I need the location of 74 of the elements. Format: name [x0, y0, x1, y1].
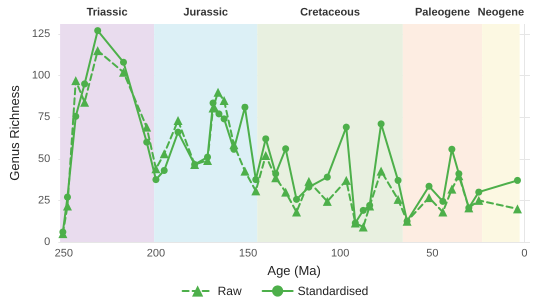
point [342, 124, 350, 131]
point [251, 186, 260, 196]
point [262, 135, 270, 142]
x-tick-label: 250 [54, 248, 73, 260]
band-label: Triassic [86, 6, 128, 18]
x-tick-label: 200 [146, 248, 166, 260]
point [376, 166, 386, 176]
y-tick-label: 0 [44, 236, 50, 248]
point [426, 182, 433, 190]
point [220, 96, 229, 106]
point [360, 206, 367, 214]
point [81, 80, 88, 88]
point [174, 128, 182, 136]
y-axis-title: Genus Richness [7, 84, 22, 181]
point [447, 184, 456, 194]
point [282, 145, 290, 152]
x-tick-label: 50 [426, 248, 438, 260]
point [64, 194, 71, 201]
point [324, 174, 331, 181]
y-tick-label: 75 [38, 111, 50, 124]
point [438, 208, 448, 217]
x-axis-title: Age (Ma) [267, 263, 321, 278]
point [241, 104, 248, 111]
point [120, 58, 127, 66]
point [342, 176, 351, 185]
point [143, 138, 150, 146]
y-tick-label: 50 [38, 152, 50, 165]
point [93, 46, 102, 56]
point [214, 88, 223, 97]
point [322, 196, 332, 206]
point [475, 188, 482, 196]
point [281, 188, 290, 197]
band-label: Neogene [478, 6, 524, 18]
point [118, 68, 128, 77]
point [424, 193, 434, 202]
point [160, 149, 169, 158]
point [240, 166, 250, 176]
point [80, 98, 90, 107]
point [204, 154, 212, 161]
point [174, 116, 183, 126]
legend-label: Raw [218, 284, 242, 298]
point [512, 204, 522, 214]
x-tick-label: 100 [331, 248, 350, 260]
point [514, 176, 521, 184]
band-label: Cretaceous [300, 6, 360, 18]
legend-label: Standardised [298, 284, 368, 298]
x-tick-label: 0 [521, 248, 528, 260]
point [160, 166, 168, 174]
point [455, 170, 462, 178]
x-tick-label: 150 [238, 248, 258, 260]
y-tick-label: 125 [32, 28, 50, 40]
point [71, 76, 80, 86]
point [215, 110, 222, 118]
point [94, 27, 102, 34]
point [272, 170, 280, 178]
point [293, 196, 300, 203]
point [394, 194, 403, 204]
point [394, 176, 402, 184]
point [439, 198, 446, 205]
point [448, 146, 456, 153]
band-label: Paleogene [414, 6, 470, 18]
band-label: Jurassic [183, 6, 228, 18]
point [220, 115, 228, 122]
point [252, 176, 260, 184]
point [378, 120, 385, 128]
point [72, 112, 80, 120]
y-tick-label: 25 [38, 194, 50, 206]
point [210, 100, 217, 107]
point [292, 208, 302, 217]
point [474, 196, 484, 205]
point [358, 222, 368, 232]
point [261, 150, 270, 160]
point [152, 176, 160, 184]
y-tick-label: 100 [32, 70, 50, 82]
